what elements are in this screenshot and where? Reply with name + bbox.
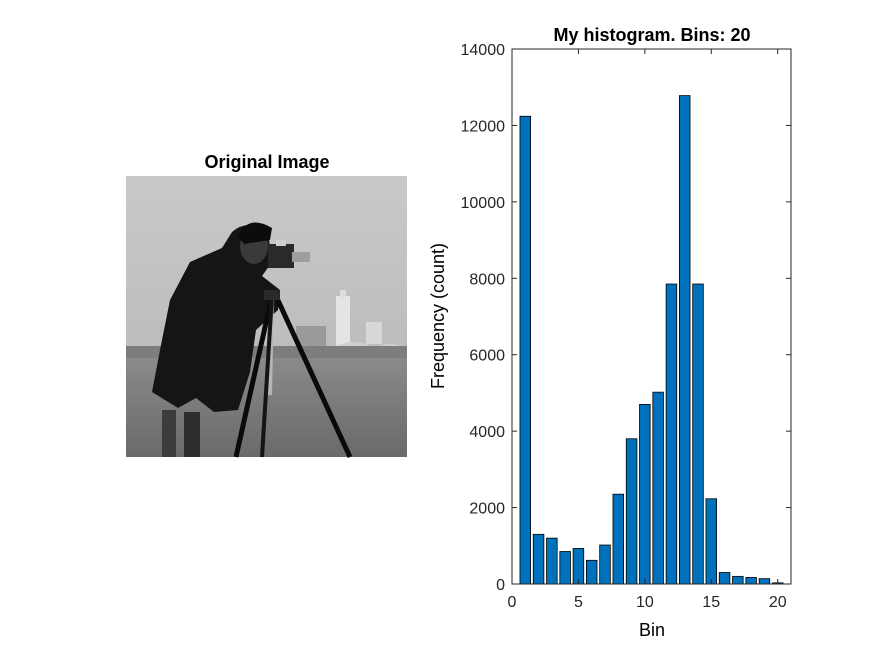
histogram-bar [572, 548, 585, 585]
y-tick-label: 12000 [461, 118, 506, 135]
image-panel: Original Image [126, 152, 407, 459]
histogram-bar [732, 575, 744, 585]
histogram-bar [586, 559, 598, 585]
x-axis-ticks: 0 5 10 15 20 [508, 49, 787, 611]
chart-title: My histogram. Bins: 20 [553, 25, 750, 45]
bars-group [519, 95, 784, 585]
x-tick-label: 20 [769, 594, 787, 611]
histogram-bar [665, 283, 678, 585]
histogram-bar [625, 438, 638, 585]
y-tick-label: 10000 [461, 195, 506, 212]
plot-axes-box [511, 48, 792, 585]
histogram-bar [679, 95, 691, 585]
histogram-bar [639, 403, 651, 585]
y-tick-label: 4000 [469, 424, 505, 441]
x-tick-label: 10 [636, 594, 654, 611]
histogram-bar [652, 391, 664, 585]
photo-of-cameraman-icon [126, 176, 407, 459]
histogram-bar [519, 115, 532, 585]
histogram-bar [718, 572, 731, 585]
y-axis-label: Frequency (count) [428, 243, 448, 389]
histogram-bar [692, 283, 704, 585]
y-tick-label: 0 [496, 577, 505, 594]
histogram-panel: My histogram. Bins: 20 0 5 10 15 20 0 2000 400… [428, 25, 792, 640]
x-axis-label: Bin [639, 620, 665, 640]
y-tick-label: 2000 [469, 501, 505, 518]
histogram-bar [612, 493, 625, 585]
histogram-bar [559, 551, 571, 585]
histogram-bar [532, 533, 545, 585]
histogram-bar [546, 537, 558, 585]
histogram-bar [599, 544, 611, 585]
y-tick-label: 14000 [461, 42, 506, 59]
x-tick-label: 15 [702, 594, 720, 611]
x-tick-label: 0 [508, 594, 517, 611]
histogram-bar [758, 578, 771, 585]
y-axis-ticks: 0 2000 4000 6000 8000 10000 12000 14000 [461, 42, 791, 594]
histogram-bar [745, 577, 757, 585]
histogram-bar [705, 498, 718, 585]
y-tick-label: 6000 [469, 348, 505, 365]
x-tick-label: 5 [574, 594, 583, 611]
y-tick-label: 8000 [469, 271, 505, 288]
image-title: Original Image [204, 152, 329, 172]
